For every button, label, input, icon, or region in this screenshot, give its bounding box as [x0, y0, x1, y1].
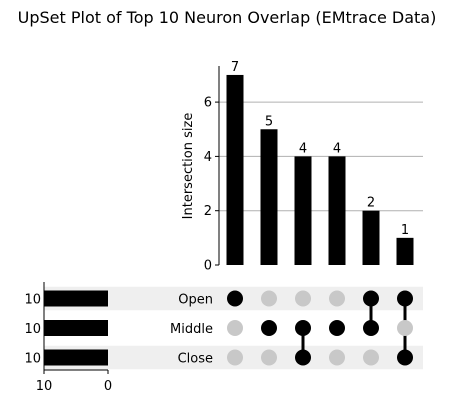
- intersection-bar-value-label: 2: [367, 196, 375, 211]
- matrix-dot-active: [261, 320, 277, 336]
- matrix-dot-active: [227, 290, 243, 307]
- matrix-dot-inactive: [261, 290, 277, 307]
- intersection-y-tick-label: 0: [204, 259, 212, 274]
- set-name-label: Close: [178, 352, 213, 367]
- matrix-dot-active: [363, 320, 379, 336]
- matrix-dot-active: [397, 290, 413, 307]
- matrix-dot-active: [397, 349, 413, 366]
- matrix-dot-inactive: [329, 349, 345, 366]
- matrix-dot-inactive: [295, 290, 311, 307]
- intersection-bar: [294, 156, 312, 265]
- intersection-bar: [362, 210, 380, 265]
- matrix-dot-active: [295, 349, 311, 366]
- matrix-dot-inactive: [329, 290, 345, 307]
- intersection-bar: [396, 237, 414, 265]
- matrix-dot-inactive: [227, 320, 243, 336]
- intersection-y-tick-label: 2: [204, 204, 212, 219]
- intersection-y-axis: 0 2 4 6: [204, 66, 220, 274]
- set-name-label: Open: [178, 293, 213, 308]
- matrix-dot-inactive: [397, 320, 413, 336]
- intersection-bar: [328, 156, 346, 265]
- set-name-label: Middle: [170, 322, 213, 337]
- matrix-dot-inactive: [363, 349, 379, 366]
- intersection-gridlines: [219, 101, 423, 212]
- matrix-dots: [227, 290, 413, 366]
- set-size-value-label: 10: [24, 293, 41, 308]
- intersection-bars: [226, 74, 414, 265]
- set-size-value-label: 10: [24, 352, 41, 367]
- intersection-bar-value-label: 4: [333, 141, 341, 156]
- matrix-dot-active: [329, 320, 345, 336]
- matrix-dot-active: [363, 290, 379, 307]
- set-size-axis: 10 0: [36, 282, 112, 394]
- set-size-value-label: 10: [24, 322, 41, 337]
- intersection-bar: [260, 129, 278, 265]
- intersection-bar-value-label: 4: [299, 141, 307, 156]
- intersection-y-tick-label: 6: [204, 96, 212, 111]
- intersection-bar-value-label: 5: [265, 114, 273, 129]
- chart-title: UpSet Plot of Top 10 Neuron Overlap (EMt…: [18, 8, 437, 27]
- set-size-bar: [44, 290, 108, 307]
- intersection-bar-labels: 7 5 4 4 2 1: [231, 60, 409, 238]
- intersection-y-axis-label: Intersection size: [181, 113, 196, 220]
- set-size-bar: [44, 320, 108, 336]
- matrix-dot-active: [295, 320, 311, 336]
- set-size-x-tick-label: 10: [36, 379, 53, 394]
- intersection-bar-value-label: 7: [231, 60, 239, 75]
- set-size-bar: [44, 349, 108, 366]
- matrix-dot-inactive: [261, 349, 277, 366]
- set-size-bars: 10 10 10: [24, 290, 108, 367]
- set-size-x-tick-label: 0: [104, 379, 112, 394]
- intersection-bar: [226, 74, 244, 265]
- intersection-y-tick-label: 4: [204, 150, 212, 165]
- set-name-labels: Open Middle Close: [170, 293, 213, 367]
- intersection-bar-value-label: 1: [401, 223, 409, 238]
- matrix-dot-inactive: [227, 349, 243, 366]
